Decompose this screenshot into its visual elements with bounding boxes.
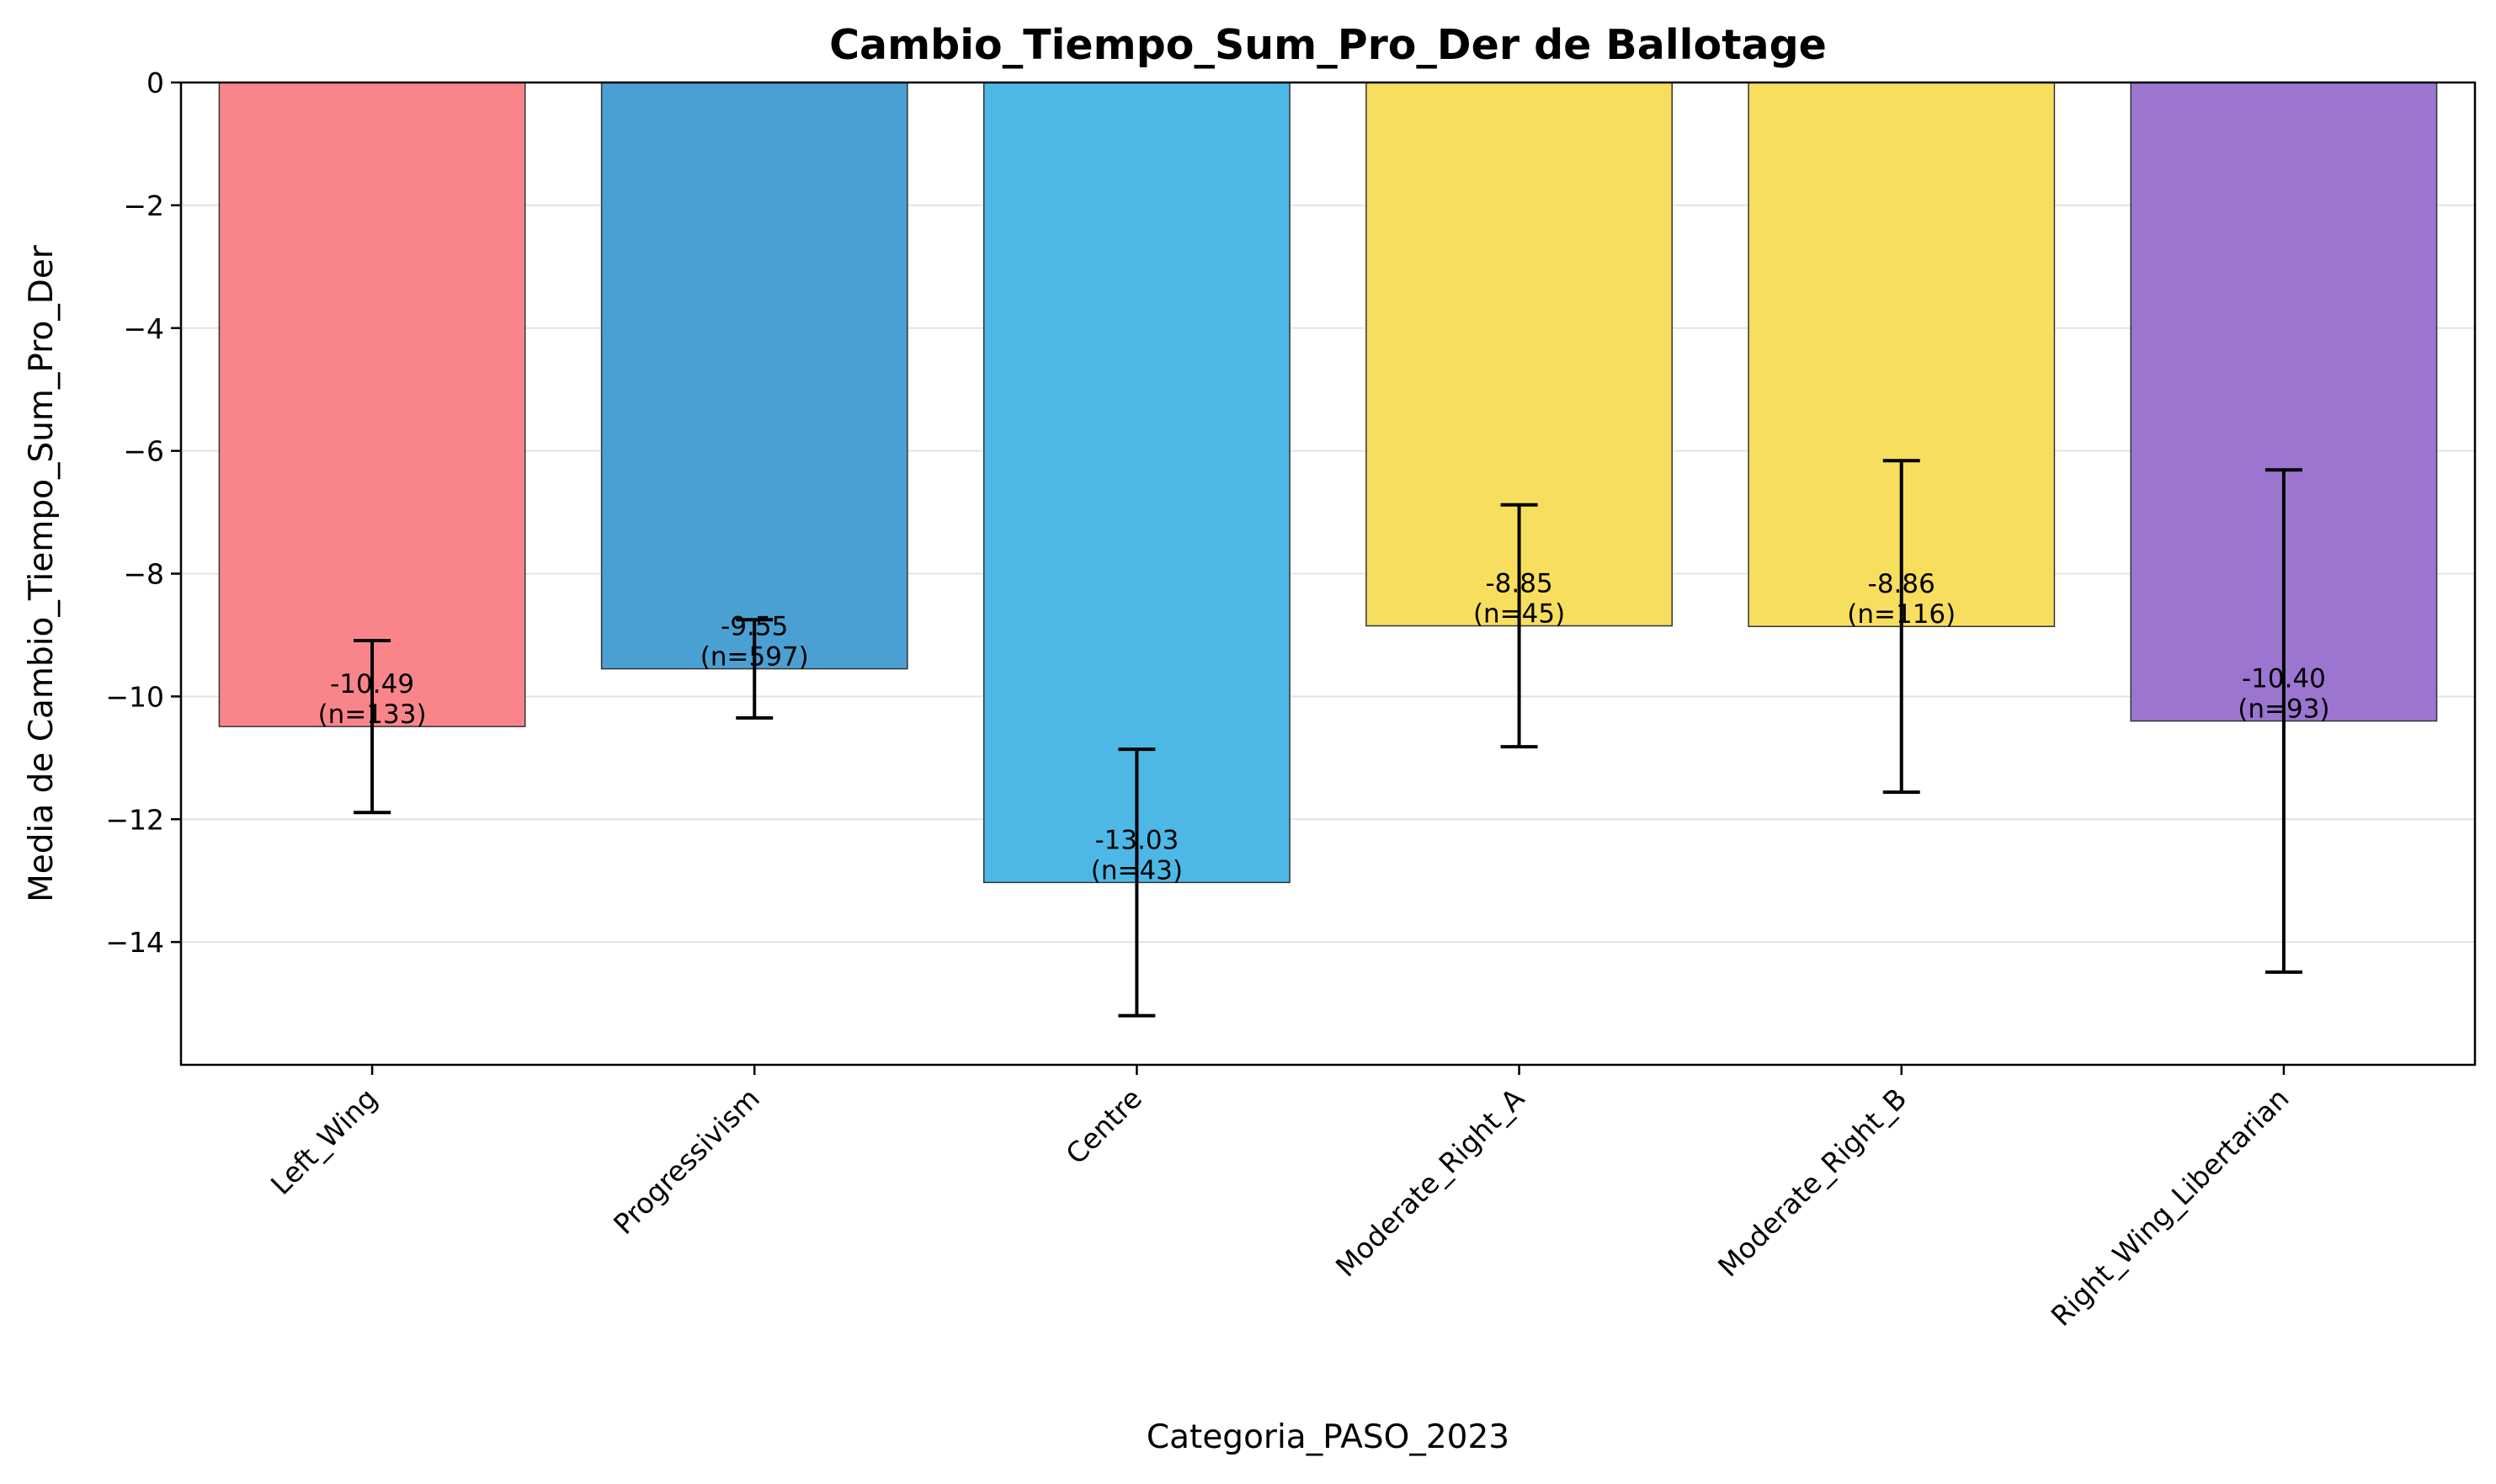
x-tick-label: Progressivism	[607, 1082, 766, 1241]
x-tick-label: Moderate_Right_B	[1711, 1082, 1913, 1283]
x-axis-label: Categoria_PASO_2023	[1147, 1418, 1509, 1456]
bar-left-wing	[218, 82, 526, 727]
y-tick-label: −2	[123, 189, 164, 222]
y-tick-label: −6	[123, 435, 164, 468]
n-label: (n=43)	[1091, 855, 1183, 886]
y-tick-label: −4	[123, 312, 164, 345]
x-tick-label: Moderate_Right_A	[1329, 1082, 1531, 1284]
y-tick-label: 0	[146, 66, 164, 99]
y-axis-ticks: 0 −2 −4 −6 −8 −10 −12 −14	[105, 66, 181, 959]
y-tick-label: −10	[105, 680, 164, 713]
value-label: -13.03	[1094, 825, 1179, 855]
x-tick-label: Left_Wing	[264, 1082, 384, 1201]
bars	[218, 82, 2438, 884]
bar-progressivism	[600, 82, 908, 670]
n-label: (n=597)	[700, 642, 809, 673]
y-axis-label: Media de Cambio_Tiempo_Sum_Pro_Der	[23, 244, 61, 902]
x-tick-label: Right_Wing_Libertarian	[2045, 1082, 2296, 1332]
y-tick-label: −8	[123, 558, 164, 591]
n-label: (n=133)	[318, 699, 427, 730]
n-label: (n=93)	[2238, 694, 2329, 725]
value-label: -8.85	[1485, 568, 1552, 598]
data-labels: -10.49(n=133) -9.55(n=597) -13.03(n=43) -8.…	[318, 568, 2330, 886]
chart-title: Cambio_Tiempo_Sum_Pro_Der de Ballotage	[829, 21, 1827, 69]
x-axis-ticks: Left_Wing Progressivism Centre Moderate_Rig…	[264, 1065, 2296, 1332]
value-label: -9.55	[721, 612, 788, 642]
value-label: -10.40	[2242, 664, 2326, 694]
y-tick-label: −14	[105, 926, 164, 959]
value-label: -10.49	[330, 669, 414, 699]
n-label: (n=116)	[1847, 599, 1956, 630]
gridlines	[181, 82, 2475, 944]
y-tick-label: −12	[105, 803, 164, 836]
n-label: (n=45)	[1473, 598, 1565, 629]
x-tick-label: Centre	[1059, 1082, 1148, 1171]
error-bars	[354, 459, 2302, 1018]
value-label: -8.86	[1868, 569, 1935, 599]
